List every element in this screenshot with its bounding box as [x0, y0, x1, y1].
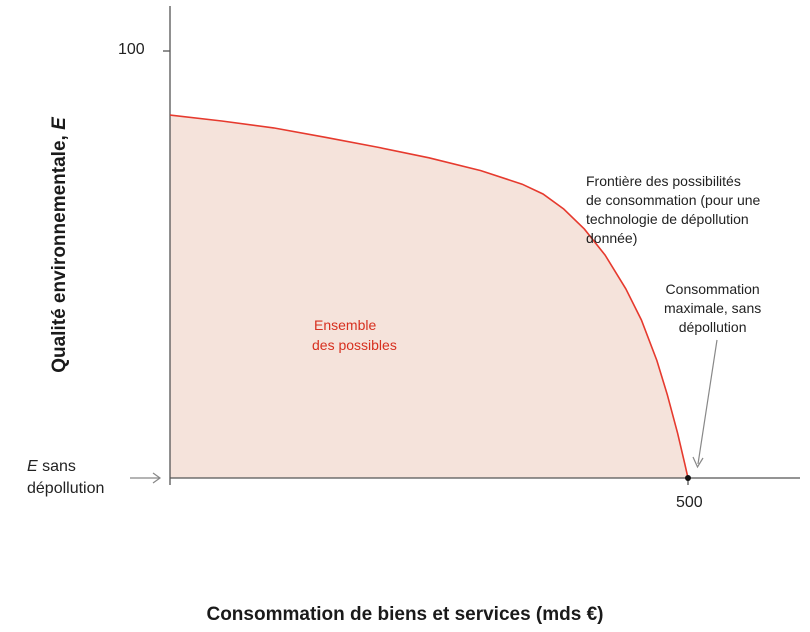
- y-tick-label-100: 100: [118, 41, 145, 58]
- feasible-set-label: Ensemble des possibles: [312, 317, 397, 353]
- max-consumption-arrow: [697, 339, 718, 465]
- feasible-set-area: [170, 115, 688, 478]
- x-tick-label-500: 500: [676, 494, 703, 511]
- consumption-frontier-line: [169, 114, 689, 479]
- e-sans-arrow-head: [152, 472, 162, 484]
- max-consumption-annotation: Consommation maximale, sans dépollution: [664, 281, 762, 335]
- e-without-depollution-label: E sans dépollution: [27, 458, 105, 497]
- max-consumption-point: [685, 475, 691, 481]
- x-axis-label: Consommation de biens et services (mds €…: [206, 604, 604, 625]
- max-consumption-arrow-head: [692, 456, 704, 469]
- frontier-annotation: Frontière des possibilités de consommati…: [586, 173, 761, 246]
